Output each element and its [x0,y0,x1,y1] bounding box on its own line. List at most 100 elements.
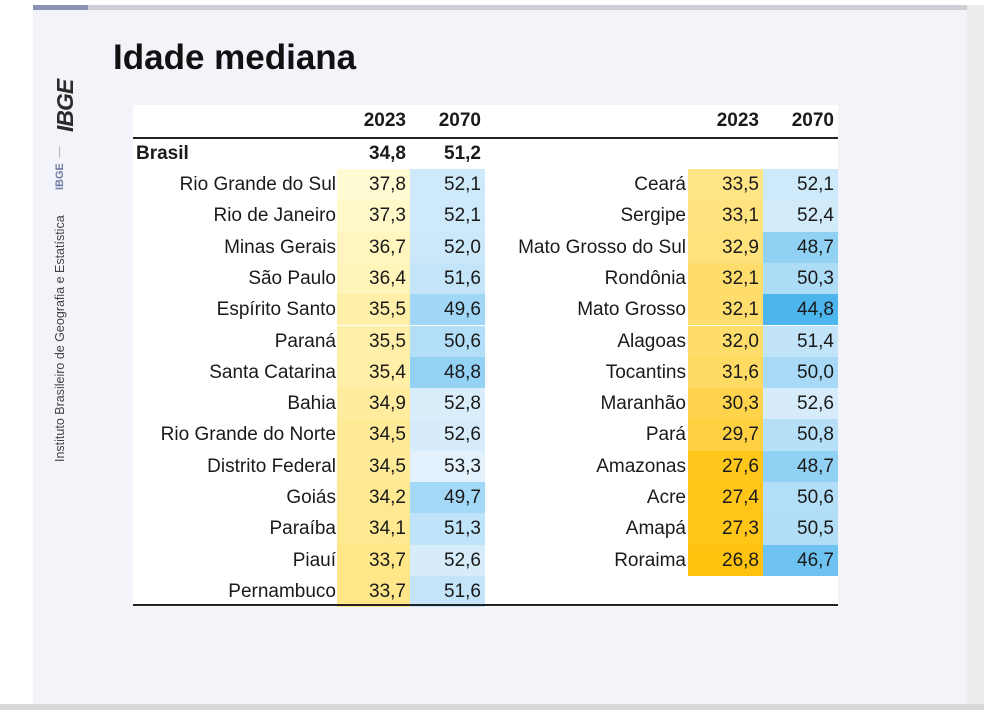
value-2023: 34,1 [337,513,410,545]
state-name: Minas Gerais [224,236,336,258]
value-2023: 33,5 [688,169,763,201]
state-name: Rondônia [604,267,686,289]
brasil-label: Brasil [136,143,189,164]
header-2070-left: 2070 [438,110,481,131]
header-2023-left: 2023 [363,110,406,131]
value-2070: 52,1 [410,169,485,201]
value-2070: 51,6 [410,262,485,295]
state-name: Sergipe [620,205,687,227]
median-age-table: 2023 2070 2023 2070 Brasil 34,8 51,2 Rio… [133,105,838,608]
value-2023: 32,1 [688,294,763,326]
value-2070: 49,6 [410,294,485,326]
header-rule [133,137,838,139]
header-2070-right: 2070 [791,110,834,131]
ibge-logo: IBGE [52,79,78,132]
state-name: Distrito Federal [207,455,336,477]
state-name: Piauí [292,549,336,571]
value-2070: 48,8 [410,356,485,389]
value-2070: 50,5 [763,513,838,545]
state-name: Acre [646,487,686,508]
value-2070: 52,0 [410,231,485,263]
value-2023: 33,7 [337,544,410,576]
value-2023: 37,3 [337,200,410,232]
value-2070: 50,3 [763,262,838,295]
value-2070: 46,7 [763,544,838,576]
state-name: Rio Grande do Sul [179,174,336,195]
value-2070: 52,4 [763,200,838,232]
value-2023: 29,7 [688,419,763,451]
brasil-2070: 51,2 [444,143,481,164]
value-2023: 27,6 [688,450,763,482]
state-name: Paraná [274,330,336,352]
window-edge [967,5,984,705]
value-2023: 35,5 [337,325,410,357]
ibge-label: IBGE [54,163,66,190]
value-2023: 34,2 [337,482,410,514]
state-name: São Paulo [248,267,336,289]
state-name: Tocantins [605,361,686,383]
state-name: Bahia [287,393,336,415]
value-2023: 33,1 [688,200,763,232]
value-2070: 52,1 [763,169,838,201]
bottom-edge [0,704,984,710]
value-2023: 35,4 [337,356,410,389]
institution-name: Instituto Brasileiro de Geografia e Esta… [53,215,67,462]
bottom-rule [133,604,838,606]
value-2070: 50,6 [410,325,485,357]
value-2023: 31,6 [688,356,763,389]
state-name: Rio de Janeiro [213,205,336,227]
state-name: Roraima [614,549,686,571]
progress-segment [33,5,88,10]
value-2070: 49,7 [410,482,485,514]
state-name: Santa Catarina [209,361,336,383]
state-name: Rio Grande do Norte [160,424,336,446]
value-2070: 51,3 [410,513,485,545]
state-name: Pernambuco [228,580,336,602]
state-name: Alagoas [617,330,686,352]
value-2023: 34,5 [337,419,410,451]
value-2070: 52,8 [410,388,485,420]
value-2023: 26,8 [688,544,763,576]
value-2070: 50,8 [763,419,838,451]
state-name: Amapá [625,518,686,540]
value-2023: 32,9 [688,231,763,263]
state-name: Ceará [634,174,686,195]
value-2023: 32,0 [688,325,763,357]
state-name: Mato Grosso do Sul [518,236,686,258]
value-2070: 52,6 [410,419,485,451]
value-2070: 51,4 [763,325,838,357]
brasil-2023: 34,8 [369,143,406,164]
value-2070: 51,6 [410,575,485,608]
value-2070: 44,8 [763,294,838,326]
value-2070: 53,3 [410,450,485,482]
value-2070: 50,6 [763,482,838,514]
page-title: Idade mediana [113,38,357,77]
value-2070: 48,7 [763,450,838,482]
header-2023-right: 2023 [716,110,759,131]
value-2023: 36,7 [337,231,410,263]
value-2023: 34,9 [337,388,410,420]
state-name: Goiás [286,487,336,508]
value-2070: 52,6 [763,388,838,420]
value-2070: 50,0 [763,356,838,389]
state-name: Paraíba [269,518,336,540]
state-name: Mato Grosso [577,299,686,321]
value-2023: 27,4 [688,482,763,514]
value-2023: 27,3 [688,513,763,545]
value-2023: 37,8 [337,169,410,201]
state-name: Maranhão [600,393,686,415]
value-2023: 34,5 [337,450,410,482]
state-name: Amazonas [596,455,686,477]
value-2023: 33,7 [337,575,410,608]
value-2023: 32,1 [688,262,763,295]
value-2070: 52,1 [410,200,485,232]
state-name: Espírito Santo [216,299,336,321]
value-2023: 36,4 [337,262,410,295]
top-bar [33,5,967,10]
state-name: Pará [645,424,686,446]
value-2070: 52,6 [410,544,485,576]
value-2023: 30,3 [688,388,763,420]
value-2070: 48,7 [763,231,838,263]
divider [59,146,60,158]
value-2023: 35,5 [337,294,410,326]
